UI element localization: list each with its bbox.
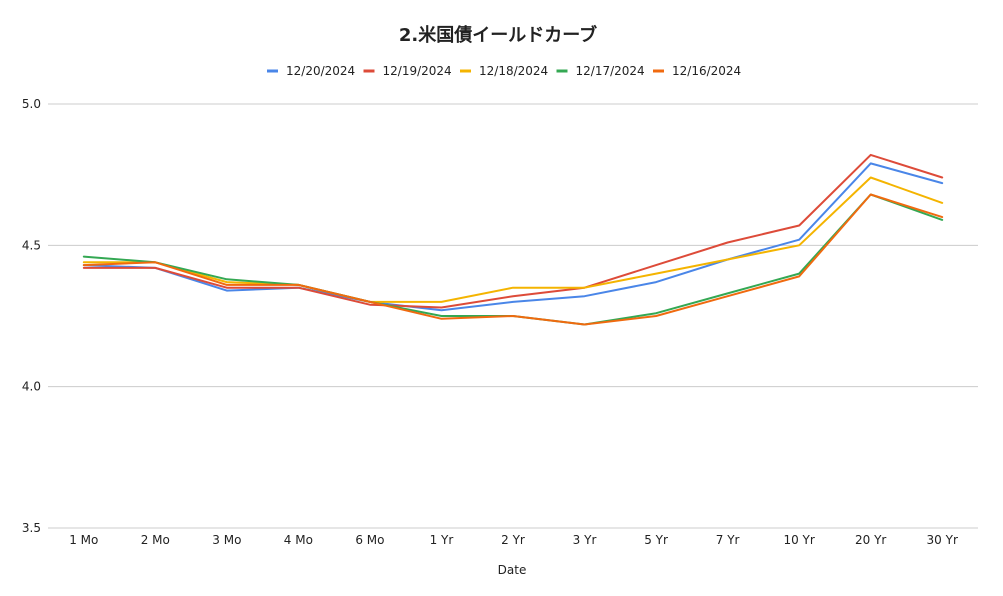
y-tick-label: 4.0	[22, 380, 41, 394]
x-tick-label: 2 Yr	[501, 533, 525, 547]
x-axis-title: Date	[498, 563, 527, 577]
x-tick-label: 10 Yr	[783, 533, 814, 547]
x-tick-label: 20 Yr	[855, 533, 886, 547]
legend-label: 12/17/2024	[576, 64, 645, 78]
x-tick-label: 5 Yr	[644, 533, 668, 547]
x-tick-label: 6 Mo	[355, 533, 384, 547]
series-line-4	[82, 193, 944, 326]
y-tick-label: 5.0	[22, 97, 41, 111]
x-tick-label: 1 Yr	[430, 533, 454, 547]
grid-lines	[48, 103, 978, 529]
x-tick-label: 3 Mo	[212, 533, 241, 547]
legend-label: 12/18/2024	[479, 64, 548, 78]
chart-title: 2.米国債イールドカーブ	[399, 24, 597, 46]
x-tick-label: 1 Mo	[69, 533, 98, 547]
series-line-1	[82, 153, 944, 309]
series-lines	[82, 153, 944, 326]
legend-label: 12/19/2024	[383, 64, 452, 78]
y-axis-ticks: 3.5 4.0 4.5 5.0	[22, 97, 41, 535]
chart-legend: 12/20/2024 12/19/2024 12/18/2024 12/17/2024…	[267, 64, 741, 78]
x-tick-label: 30 Yr	[927, 533, 958, 547]
legend-label: 12/20/2024	[286, 64, 355, 78]
x-tick-label: 2 Mo	[141, 533, 170, 547]
series-line-2	[82, 176, 944, 303]
series-line-0	[82, 162, 944, 312]
x-tick-label: 4 Mo	[284, 533, 313, 547]
x-axis-ticks: 1 Mo 2 Mo 3 Mo 4 Mo 6 Mo 1 Yr 2 Yr 3 Yr 5 Yr 7 Yr…	[69, 533, 958, 547]
legend-label: 12/16/2024	[672, 64, 741, 78]
y-tick-label: 3.5	[22, 521, 41, 535]
y-tick-label: 4.5	[22, 238, 41, 252]
x-tick-label: 3 Yr	[573, 533, 597, 547]
x-tick-label: 7 Yr	[716, 533, 740, 547]
